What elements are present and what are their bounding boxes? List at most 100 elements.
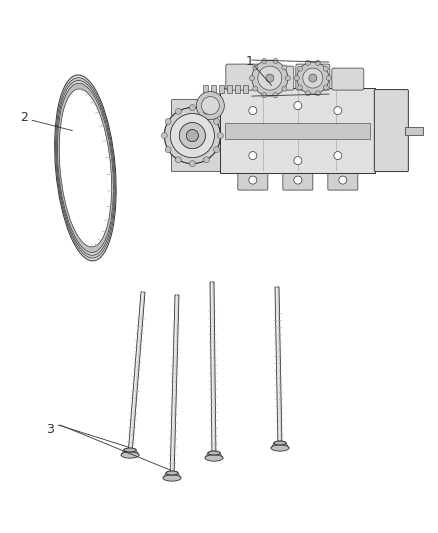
Bar [203, 85, 208, 93]
Ellipse shape [121, 452, 139, 458]
Circle shape [170, 114, 214, 158]
Circle shape [273, 59, 278, 63]
FancyBboxPatch shape [374, 90, 408, 172]
Circle shape [164, 108, 220, 164]
FancyBboxPatch shape [171, 100, 228, 172]
Circle shape [161, 133, 167, 139]
Circle shape [326, 76, 331, 80]
Polygon shape [210, 282, 216, 458]
Bar [243, 85, 248, 93]
Bar [211, 85, 216, 93]
Bar [405, 126, 424, 135]
Ellipse shape [166, 471, 178, 475]
Circle shape [203, 108, 209, 115]
Polygon shape [128, 292, 145, 455]
Ellipse shape [208, 451, 220, 455]
Ellipse shape [56, 78, 115, 258]
Circle shape [294, 176, 302, 184]
Circle shape [334, 151, 342, 159]
Circle shape [186, 130, 198, 142]
Circle shape [170, 114, 214, 158]
Circle shape [282, 65, 287, 70]
Text: 2: 2 [20, 111, 28, 124]
Circle shape [262, 59, 267, 63]
Circle shape [309, 74, 317, 82]
Circle shape [266, 74, 274, 82]
Circle shape [214, 118, 219, 125]
Circle shape [249, 76, 254, 80]
Circle shape [334, 107, 342, 115]
Ellipse shape [124, 448, 136, 452]
Circle shape [297, 62, 329, 94]
Ellipse shape [163, 475, 181, 481]
Polygon shape [275, 287, 282, 448]
FancyBboxPatch shape [238, 170, 268, 190]
Text: 1: 1 [246, 55, 254, 68]
FancyBboxPatch shape [283, 170, 313, 190]
Circle shape [249, 176, 257, 184]
Ellipse shape [271, 445, 289, 451]
FancyBboxPatch shape [220, 88, 375, 173]
FancyBboxPatch shape [296, 64, 330, 90]
Ellipse shape [205, 455, 223, 461]
Circle shape [315, 60, 320, 66]
Circle shape [179, 123, 205, 149]
Circle shape [164, 108, 220, 164]
Circle shape [217, 133, 223, 139]
Circle shape [179, 123, 205, 149]
Circle shape [323, 66, 328, 71]
Circle shape [165, 118, 171, 125]
Circle shape [315, 91, 320, 96]
Circle shape [214, 147, 219, 152]
Ellipse shape [208, 451, 220, 455]
Circle shape [252, 60, 288, 96]
Ellipse shape [274, 441, 286, 445]
Circle shape [186, 130, 198, 142]
Circle shape [339, 176, 347, 184]
Circle shape [165, 147, 171, 152]
Circle shape [249, 107, 257, 115]
Ellipse shape [166, 471, 178, 475]
Circle shape [262, 93, 267, 98]
Circle shape [323, 85, 328, 90]
FancyBboxPatch shape [226, 64, 260, 90]
Polygon shape [271, 443, 289, 448]
Circle shape [258, 66, 282, 90]
Circle shape [189, 160, 195, 167]
FancyBboxPatch shape [332, 68, 364, 90]
Ellipse shape [57, 80, 114, 255]
Circle shape [297, 85, 302, 90]
Polygon shape [205, 453, 223, 458]
Circle shape [294, 102, 302, 110]
Text: 3: 3 [46, 423, 54, 435]
FancyBboxPatch shape [328, 170, 358, 190]
Ellipse shape [274, 441, 286, 445]
Circle shape [253, 65, 258, 70]
Circle shape [273, 93, 278, 98]
Polygon shape [170, 295, 179, 478]
Bar [219, 85, 224, 93]
Circle shape [285, 76, 290, 80]
Circle shape [303, 68, 323, 88]
Circle shape [175, 108, 181, 115]
Bar [235, 85, 240, 93]
Circle shape [297, 66, 302, 71]
Polygon shape [121, 450, 139, 455]
Circle shape [249, 151, 257, 159]
Circle shape [305, 91, 311, 96]
Ellipse shape [124, 448, 136, 452]
Circle shape [294, 157, 302, 165]
Bar [225, 123, 371, 139]
Circle shape [175, 157, 181, 163]
Circle shape [203, 157, 209, 163]
Circle shape [253, 86, 258, 91]
Circle shape [282, 86, 287, 91]
Circle shape [305, 60, 311, 66]
Bar [227, 85, 232, 93]
Polygon shape [163, 473, 181, 478]
Ellipse shape [59, 89, 112, 247]
Circle shape [189, 104, 195, 110]
Ellipse shape [57, 83, 113, 253]
Circle shape [294, 76, 299, 80]
Circle shape [196, 92, 224, 119]
